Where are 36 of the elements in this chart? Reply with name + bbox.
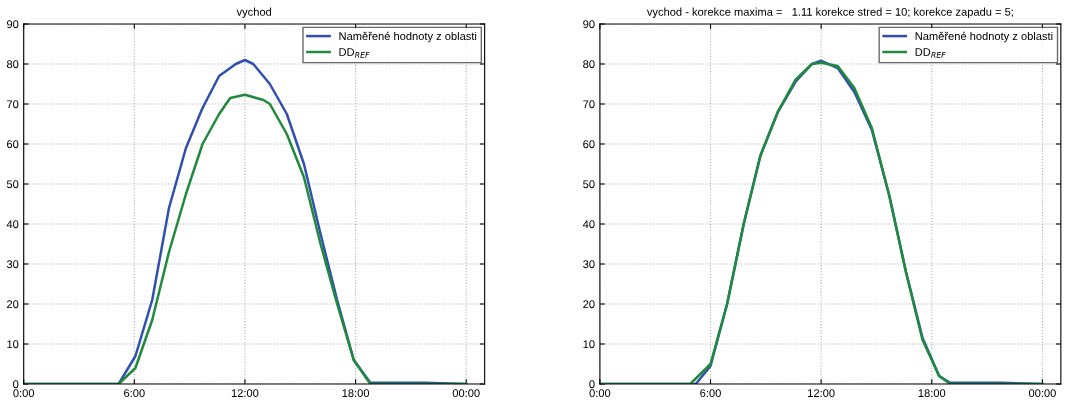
y-tick-label: 0 bbox=[13, 380, 19, 389]
legend-label: DD$_{REF}$ bbox=[915, 48, 946, 58]
y-tick-label: 20 bbox=[583, 300, 595, 309]
x-tick-label: 18:00 bbox=[918, 389, 946, 398]
y-tick-label: 10 bbox=[7, 340, 19, 349]
y-tick-label: 90 bbox=[583, 20, 595, 29]
y-tick-label: 10 bbox=[583, 340, 595, 349]
y-tick-label: 0 bbox=[589, 380, 595, 389]
y-tick-label: 90 bbox=[7, 20, 19, 29]
chart-title: vychod bbox=[236, 7, 272, 18]
x-tick-label: 18:00 bbox=[342, 389, 370, 398]
legend-label: DD$_{REF}$ bbox=[339, 48, 370, 58]
y-tick-label: 80 bbox=[6, 60, 19, 69]
y-tick-label: 20 bbox=[7, 300, 19, 309]
x-tick-label: 12:00 bbox=[231, 389, 259, 398]
x-tick-label: 0:00 bbox=[13, 389, 35, 398]
x-tick-label: 00:00 bbox=[452, 389, 480, 398]
y-tick-label: 40 bbox=[6, 220, 19, 229]
y-tick-label: 30 bbox=[583, 260, 595, 269]
x-tick-label: 0:00 bbox=[589, 389, 611, 398]
y-tick-label: 40 bbox=[582, 220, 595, 229]
y-tick-label: 30 bbox=[6, 260, 19, 269]
y-tick-label: 50 bbox=[6, 180, 19, 189]
chart-title: vychod - korekce maxima = 1.11 korekce stred = 10; korekce zapadu = 5; bbox=[646, 7, 1013, 18]
y-tick-label: 60 bbox=[7, 140, 19, 149]
x-tick-label: 12:00 bbox=[808, 389, 835, 398]
x-tick-label: 6:00 bbox=[124, 389, 145, 398]
x-tick-label: 00:00 bbox=[1028, 389, 1056, 398]
y-tick-label: 50 bbox=[583, 180, 595, 189]
x-tick-label: 6:00 bbox=[700, 389, 721, 398]
legend-label: Naměřené hodnoty z oblasti bbox=[339, 31, 477, 43]
legend-label: Naměřené hodnoty z oblasti bbox=[915, 31, 1053, 43]
y-tick-label: 70 bbox=[583, 100, 595, 109]
y-tick-label: 70 bbox=[7, 100, 19, 109]
y-tick-label: 60 bbox=[583, 140, 595, 149]
y-tick-label: 80 bbox=[583, 60, 595, 69]
